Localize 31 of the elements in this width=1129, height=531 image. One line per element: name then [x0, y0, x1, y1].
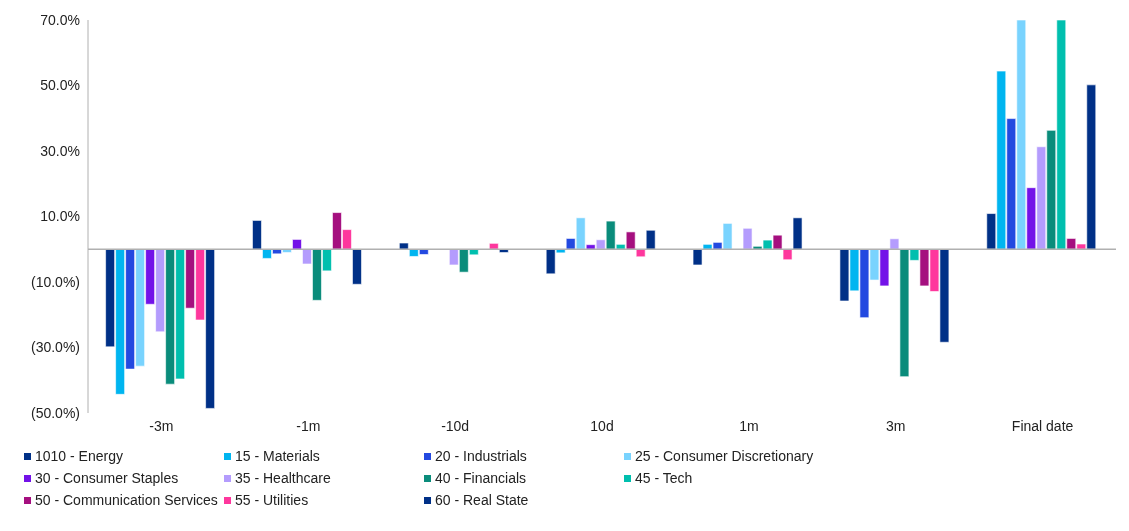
legend-label: 60 - Real State — [435, 492, 529, 508]
bar — [489, 243, 499, 250]
legend-label: 45 - Tech — [635, 470, 693, 486]
x-tick-label: 10d — [590, 417, 614, 434]
x-tick-label: 1m — [739, 417, 759, 434]
x-tick-label: Final date — [1011, 417, 1074, 434]
bar — [399, 242, 409, 250]
legend-label: 15 - Materials — [235, 448, 320, 464]
legend-label: 50 - Communication Services — [35, 492, 218, 508]
bar — [252, 220, 262, 250]
legend-label: 20 - Industrials — [435, 448, 527, 464]
x-tick-label: -3m — [149, 417, 174, 434]
y-tick-label: (30.0%) — [30, 339, 80, 356]
legend-label: 40 - Financials — [435, 470, 527, 486]
y-tick-label: 10.0% — [40, 208, 80, 225]
bar — [645, 229, 656, 250]
y-tick-label: 50.0% — [40, 77, 80, 94]
legend-label: 1010 - Energy — [35, 448, 123, 464]
x-tick-label: 3m — [885, 417, 906, 434]
legend-label: 35 - Healthcare — [235, 470, 331, 486]
legend-label: 30 - Consumer Staples — [35, 470, 179, 486]
y-tick-label: (50.0%) — [30, 404, 80, 421]
legend-label: 55 - Utilities — [235, 492, 309, 508]
bar — [292, 239, 302, 250]
y-tick-label: 30.0% — [40, 142, 80, 159]
x-tick-label: -10d — [441, 417, 470, 434]
legend-label: 25 - Consumer Discretionary — [635, 448, 814, 464]
bar — [352, 248, 362, 285]
y-tick-label: (10.0%) — [30, 273, 80, 290]
y-tick-label: 70.0% — [40, 11, 80, 28]
x-tick-label: -1m — [296, 417, 321, 434]
